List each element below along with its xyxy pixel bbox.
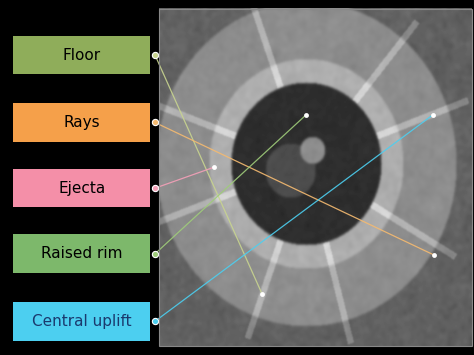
Text: Rays: Rays bbox=[64, 115, 100, 130]
FancyBboxPatch shape bbox=[13, 36, 150, 75]
Text: Floor: Floor bbox=[63, 48, 101, 62]
Text: Raised rim: Raised rim bbox=[41, 246, 122, 261]
FancyBboxPatch shape bbox=[13, 302, 150, 341]
Text: Central uplift: Central uplift bbox=[32, 314, 132, 329]
Text: Ejecta: Ejecta bbox=[58, 181, 105, 196]
FancyBboxPatch shape bbox=[13, 234, 150, 273]
FancyBboxPatch shape bbox=[13, 103, 150, 142]
FancyBboxPatch shape bbox=[13, 169, 150, 207]
